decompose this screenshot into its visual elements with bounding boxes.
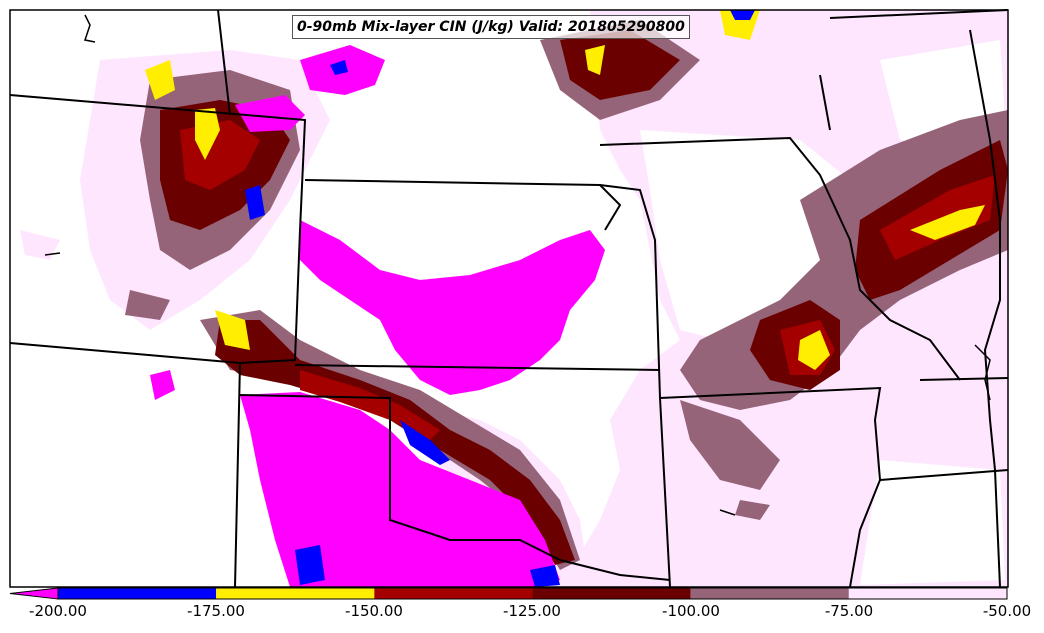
colorbar-bin [690,588,849,599]
coastline-fragments [44,14,991,516]
colorbar-under-triangle [9,587,59,600]
cin-field [20,10,1008,587]
colorbar-tick-label: -175.00 [187,602,245,620]
colorbar-bin [532,588,691,599]
colorbar-bin [848,588,1007,599]
state-borders [9,9,1009,588]
colorbar-tick-label: -125.00 [503,602,561,620]
colorbar-tick-label: -100.00 [662,602,720,620]
colorbar-outline [57,587,1008,600]
colorbar-tick-label: -150.00 [345,602,403,620]
map-title: 0-90mb Mix-layer CIN (J/kg) Valid: 20180… [292,15,690,39]
colorbar-bin [58,588,217,599]
colorbar-bin [374,588,533,599]
colorbar [9,587,1008,600]
colorbar-bin [216,588,375,599]
map-frame [9,9,1009,588]
colorbar-tick-label: -200.00 [29,602,87,620]
colorbar-tick-label: -50.00 [982,602,1032,620]
colorbar-tick-label: -75.00 [824,602,874,620]
